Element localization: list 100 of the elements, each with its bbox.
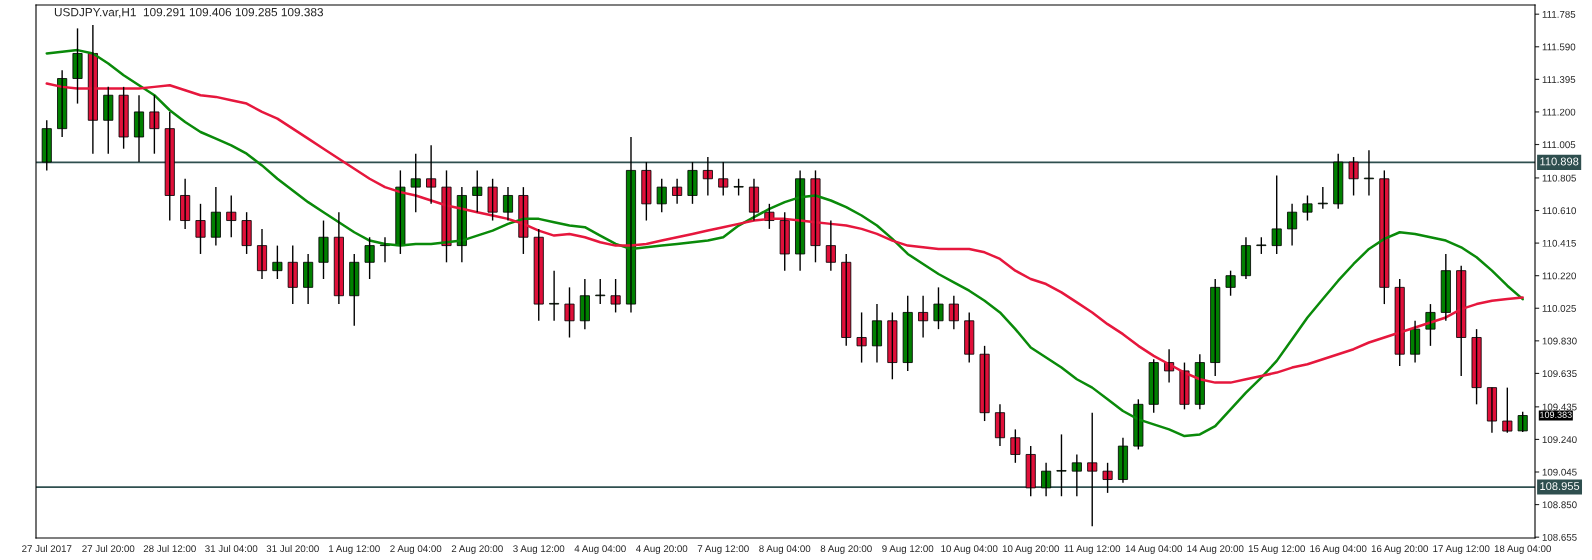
y-tick-label: 111.590 <box>1542 43 1576 51</box>
x-tick-label: 2 Aug 20:00 <box>451 545 503 555</box>
x-tick-label: 31 Jul 20:00 <box>266 544 319 553</box>
x-tick-label: 31 Jul 04:00 <box>205 544 258 553</box>
candlestick <box>1025 445 1036 497</box>
candlestick <box>241 211 252 255</box>
candlestick <box>656 178 667 213</box>
candlestick <box>1210 278 1221 377</box>
x-tick-label: 11 Aug 12:00 <box>1064 545 1121 555</box>
x-tick-label: 14 Aug 20:00 <box>1187 545 1244 555</box>
candlestick <box>610 278 621 314</box>
candlestick <box>856 311 867 364</box>
candlestick <box>118 86 129 150</box>
x-tick-label: 17 Aug 12:00 <box>1433 545 1490 555</box>
y-tick-label: 109.045 <box>1542 468 1577 476</box>
y-tick-label: 110.415 <box>1542 239 1576 247</box>
chart-title: USDJPY.var,H1 109.291 109.406 109.285 109.383 <box>54 7 324 18</box>
x-tick-label: 3 Aug 12:00 <box>513 545 565 555</box>
x-tick-label: 15 Aug 12:00 <box>1248 545 1305 555</box>
y-tick-label: 109.435 <box>1542 403 1577 411</box>
candlestick <box>472 169 483 213</box>
y-tick-label: 109.240 <box>1542 436 1577 444</box>
candlestick <box>718 161 729 197</box>
candlestick <box>41 119 52 172</box>
candlestick <box>533 228 544 322</box>
candlestick <box>487 178 498 222</box>
x-tick-label: 9 Aug 12:00 <box>882 545 934 555</box>
candlestick <box>810 169 821 264</box>
y-tick-label: 110.025 <box>1542 304 1576 312</box>
candlestick <box>1502 386 1513 434</box>
y-tick-label: 109.635 <box>1542 370 1577 378</box>
candlestick <box>933 286 944 330</box>
candlestick <box>395 169 406 255</box>
candlestick <box>779 211 790 272</box>
y-tick-label: 110.805 <box>1542 174 1576 182</box>
candlestick <box>1333 153 1344 210</box>
candlestick <box>964 311 975 364</box>
candlestick <box>272 244 283 280</box>
candlestick <box>226 194 237 238</box>
candlestick <box>1363 149 1374 197</box>
candlestick <box>364 236 375 280</box>
candlestick <box>1271 174 1282 255</box>
candlestick <box>687 161 698 205</box>
candlestick <box>641 161 652 222</box>
candlestick <box>441 169 452 264</box>
candlestick <box>902 295 913 372</box>
x-tick-label: 16 Aug 20:00 <box>1371 545 1428 555</box>
candlestick <box>595 278 606 305</box>
y-tick-label: 111.395 <box>1542 76 1576 83</box>
x-tick-label: 8 Aug 20:00 <box>820 545 872 555</box>
candlestick <box>149 94 160 155</box>
y-tick-label: 108.655 <box>1542 533 1577 541</box>
candlestick <box>1102 462 1113 494</box>
candlestick <box>1394 278 1405 367</box>
x-tick-label: 4 Aug 20:00 <box>636 545 688 555</box>
x-tick-label: 27 Jul 2017 <box>22 544 72 553</box>
candlestick <box>410 153 421 213</box>
candlestick <box>1471 328 1482 406</box>
candlestick <box>103 86 114 155</box>
x-tick-label: 7 Aug 12:00 <box>697 545 749 555</box>
candlestick <box>349 253 360 327</box>
candlestick <box>887 311 898 380</box>
y-tick-label: 110.220 <box>1542 272 1576 280</box>
y-tick-label: 111.200 <box>1542 108 1576 116</box>
candlestick <box>1379 169 1390 305</box>
candlestick <box>1348 156 1359 197</box>
candlestick <box>195 203 206 255</box>
candlestick <box>564 286 575 339</box>
x-tick-label: 10 Aug 20:00 <box>1002 545 1059 555</box>
x-tick-label: 8 Aug 04:00 <box>759 545 811 555</box>
x-tick-label: 16 Aug 04:00 <box>1310 545 1367 555</box>
x-tick-label: 4 Aug 04:00 <box>574 545 626 555</box>
candlestick <box>549 269 560 322</box>
x-tick-label: 27 Jul 20:00 <box>82 544 135 553</box>
x-tick-label: 10 Aug 04:00 <box>941 545 998 555</box>
candlestick <box>1148 358 1159 414</box>
x-tick-label: 2 Aug 04:00 <box>390 545 442 555</box>
candlestick <box>318 219 329 280</box>
ref-line-label: 108.955 <box>1540 482 1580 491</box>
candlestick <box>1302 194 1313 222</box>
candlestick <box>841 253 852 347</box>
candlestick <box>287 244 298 305</box>
x-tick-label: 14 Aug 04:00 <box>1125 545 1182 555</box>
y-tick-label: 111.785 <box>1542 10 1576 18</box>
x-tick-label: 28 Jul 12:00 <box>143 544 196 553</box>
ref-line-label: 110.898 <box>1540 157 1579 166</box>
candlestick <box>979 345 990 422</box>
y-tick-label: 108.850 <box>1542 501 1577 509</box>
x-tick-label: 1 Aug 12:00 <box>329 545 380 555</box>
candlestick <box>1087 411 1098 527</box>
candlestick <box>1225 269 1236 297</box>
y-tick-label: 109.830 <box>1542 337 1577 345</box>
candlestick <box>1517 410 1528 433</box>
candlestick <box>1010 428 1021 464</box>
y-tick-label: 110.610 <box>1542 207 1576 215</box>
candlestick <box>164 111 175 222</box>
candlestick <box>1056 433 1067 497</box>
y-tick-label: 111.005 <box>1542 141 1576 149</box>
text: 109.383 <box>1540 411 1572 418</box>
x-tick-label: 18 Aug 04:00 <box>1494 545 1551 555</box>
